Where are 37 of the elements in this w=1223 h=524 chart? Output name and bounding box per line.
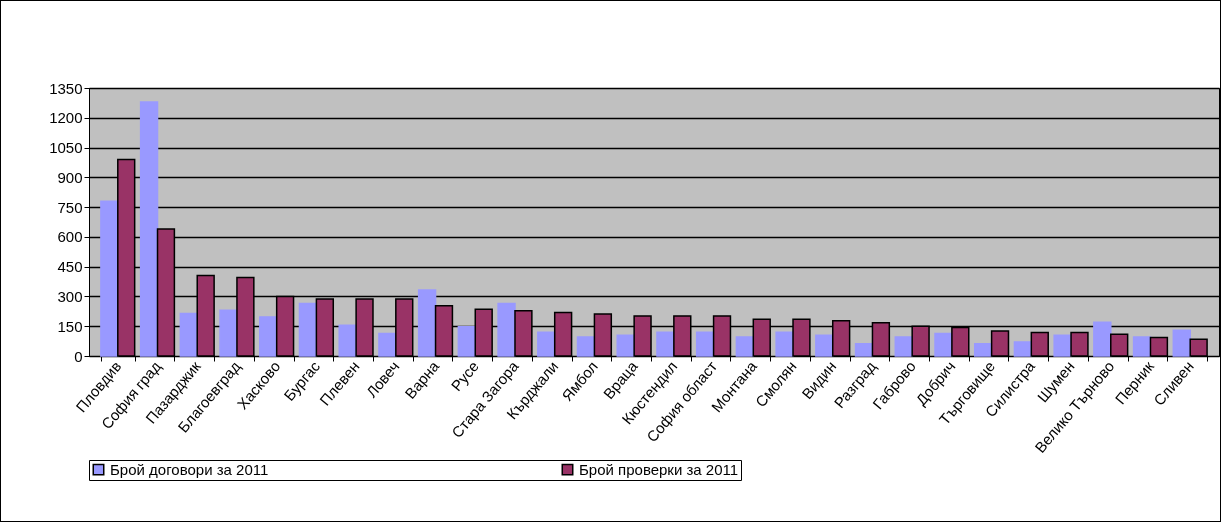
bar: [457, 326, 477, 357]
legend-label: Брой договори за 2011: [110, 460, 269, 478]
bar: [100, 200, 119, 357]
bar: [973, 342, 993, 357]
bar: [934, 332, 953, 357]
bar: [735, 336, 755, 357]
bar: [1132, 336, 1152, 357]
bar: [497, 302, 516, 357]
bar: [1093, 321, 1112, 357]
bar: [854, 342, 874, 357]
bar: [775, 331, 794, 357]
bar: [576, 336, 596, 357]
bar: [1053, 334, 1072, 357]
y-tick-label: 0: [74, 347, 83, 365]
bar: [417, 289, 437, 357]
y-tick-label: 600: [57, 228, 83, 246]
bar: [219, 309, 238, 357]
bar: [1013, 341, 1033, 357]
y-tick-label: 450: [57, 258, 83, 276]
y-tick-label: 300: [57, 287, 83, 305]
legend-label: Брой проверки за 2011: [579, 460, 739, 478]
y-tick-label: 1200: [49, 109, 83, 127]
bar: [1172, 329, 1191, 357]
y-tick-label: 150: [57, 317, 83, 335]
bar: [338, 324, 357, 357]
bar: [656, 331, 675, 357]
bar: [537, 331, 556, 357]
y-tick-label: 750: [57, 198, 83, 216]
bar: [259, 316, 278, 357]
bar: [815, 334, 834, 357]
bar: [378, 332, 397, 357]
bar: [695, 331, 715, 357]
y-tick-label: 1350: [49, 79, 83, 97]
y-tick-label: 1050: [49, 139, 83, 157]
bar: [298, 302, 318, 357]
bar: [139, 101, 159, 357]
y-tick-label: 900: [57, 168, 83, 186]
